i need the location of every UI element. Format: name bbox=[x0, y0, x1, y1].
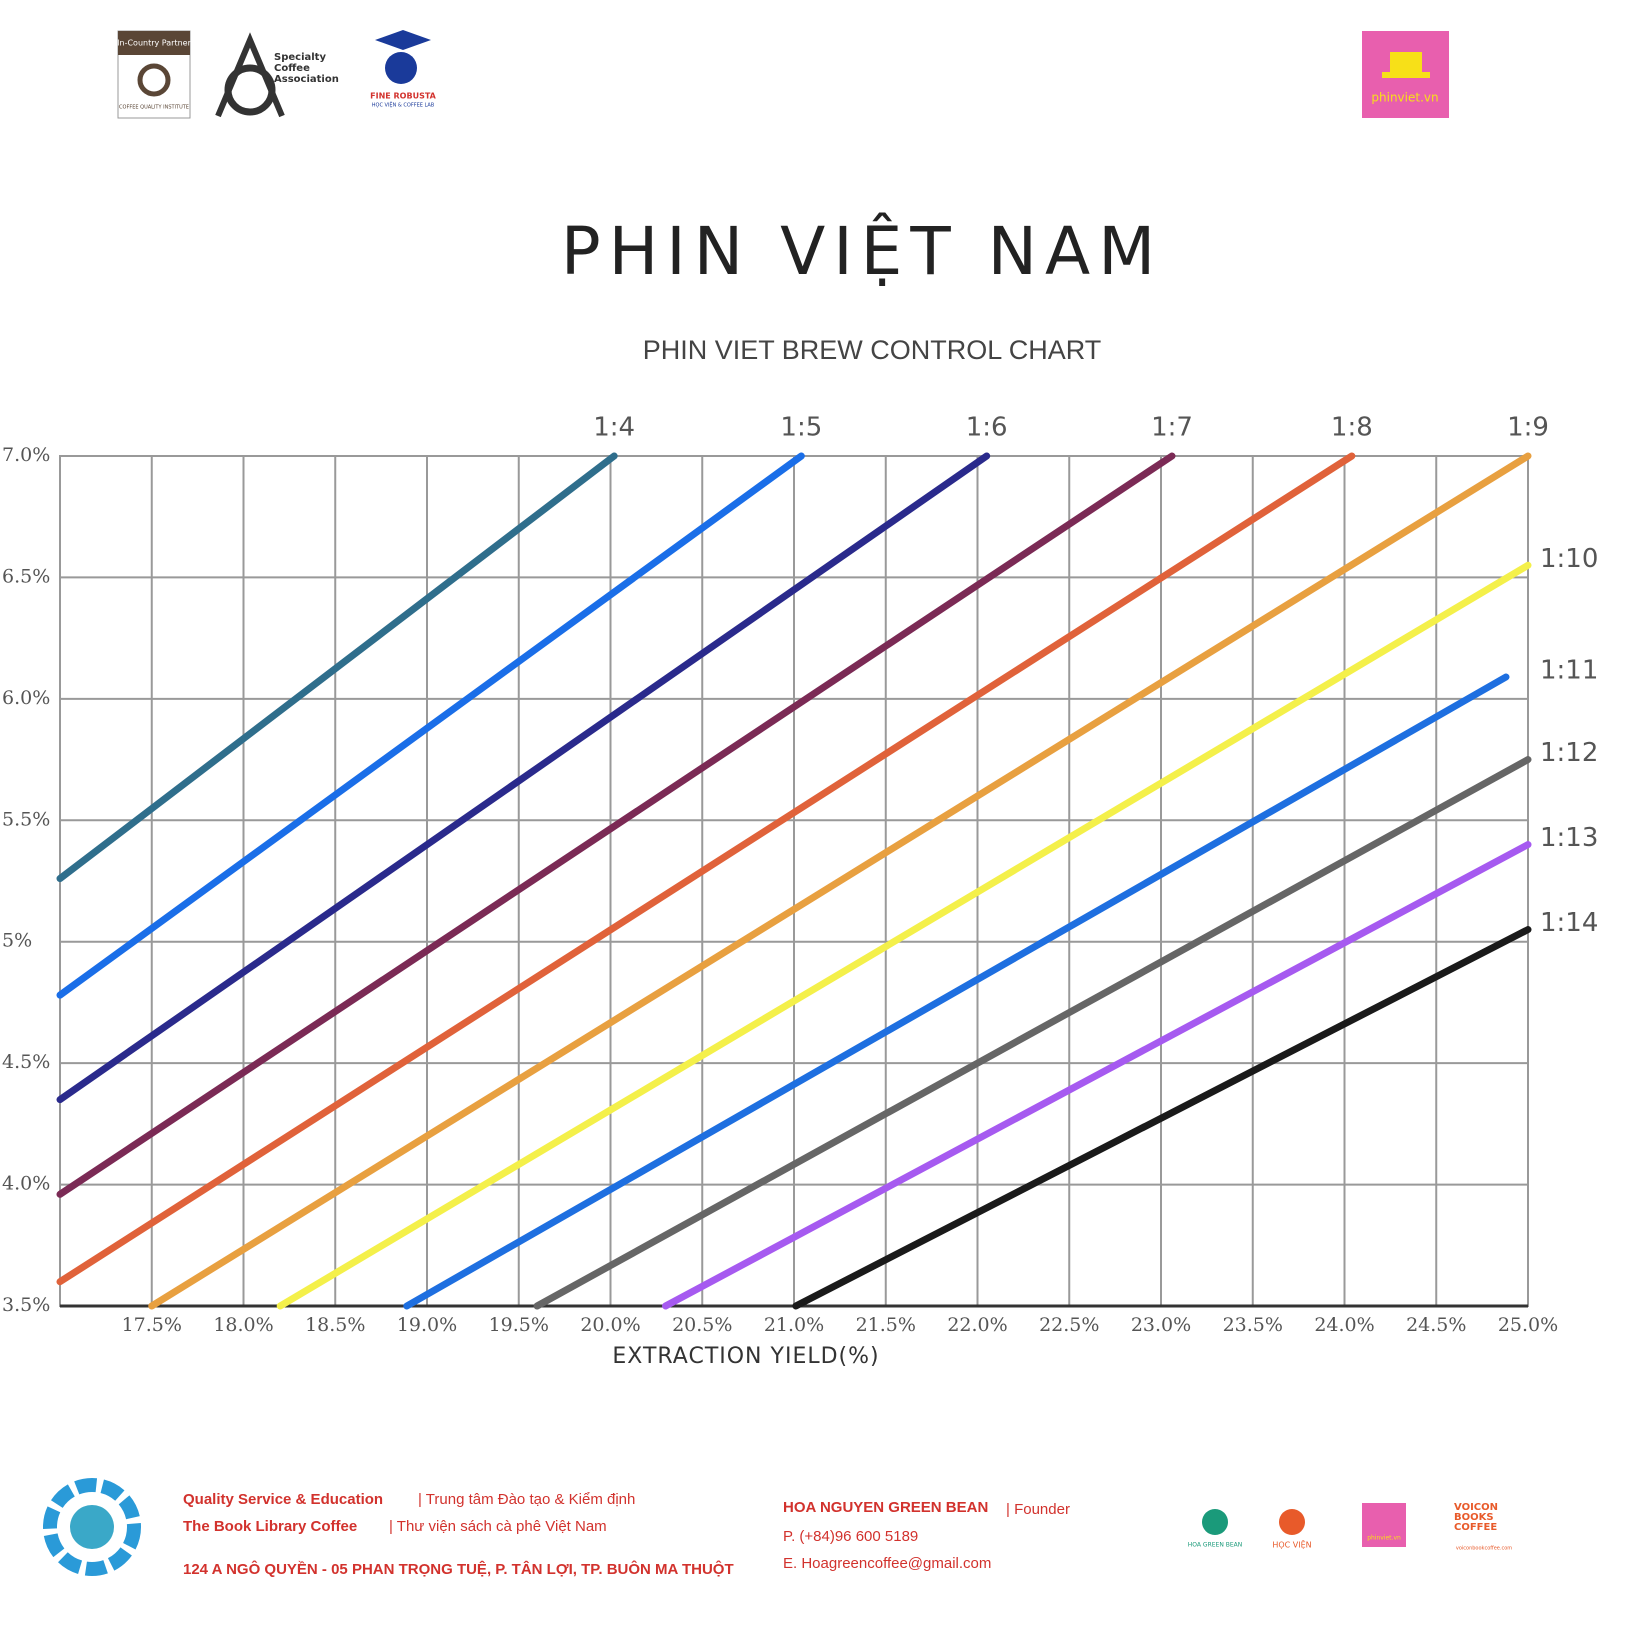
series-line bbox=[792, 926, 1532, 1310]
x-tick-label: 18.5% bbox=[305, 1314, 365, 1336]
y-tick-label: 6.5% bbox=[2, 565, 50, 587]
cqi-text: In-Country Partner bbox=[117, 39, 191, 48]
chart-title: PHIN VIỆT NAM bbox=[561, 212, 1163, 290]
sca-logo: Specialty Coffee Association bbox=[215, 32, 339, 118]
footer-text: | Thư viện sách cà phê Việt Nam bbox=[389, 1518, 607, 1535]
footer-text: The Book Library Coffee bbox=[183, 1518, 357, 1535]
cqi-logo: In-Country Partner COFFEE QUALITY INSTIT… bbox=[117, 30, 192, 119]
robusta-text: FINE ROBUSTA bbox=[370, 92, 437, 101]
footer-text: | Trung tâm Đào tạo & Kiểm định bbox=[418, 1491, 635, 1508]
series-label: 1:12 bbox=[1540, 738, 1598, 768]
x-tick-label: 21.5% bbox=[856, 1314, 916, 1336]
series-line bbox=[56, 452, 1176, 1198]
x-tick-label: 20.5% bbox=[672, 1314, 732, 1336]
series-line bbox=[276, 561, 1532, 1310]
x-tick-label: 18.0% bbox=[213, 1314, 273, 1336]
x-tick-label: 22.0% bbox=[947, 1314, 1007, 1336]
y-tick-label: 3.5% bbox=[2, 1294, 50, 1316]
cqi-text: COFFEE QUALITY INSTITUTE bbox=[119, 105, 189, 111]
x-tick-label: 23.0% bbox=[1131, 1314, 1191, 1336]
x-axis-label: EXTRACTION YIELD(%) bbox=[612, 1344, 879, 1369]
x-tick-label: 17.5% bbox=[122, 1314, 182, 1336]
series-line bbox=[56, 452, 618, 883]
y-tick-label: 5.5% bbox=[2, 808, 50, 830]
footer-text: HOA NGUYEN GREEN BEAN bbox=[783, 1499, 988, 1516]
series-label: 1:10 bbox=[1540, 544, 1598, 574]
footer-logo-text: HOA GREEN BEAN bbox=[1188, 1542, 1242, 1549]
x-tick-label: 19.5% bbox=[489, 1314, 549, 1336]
robusta-logo: FINE ROBUSTA HỌC VIỆN & COFFEE LAB bbox=[370, 30, 437, 109]
series-line bbox=[533, 756, 1532, 1310]
series-line bbox=[148, 452, 1532, 1310]
series-label: 1:13 bbox=[1540, 823, 1598, 853]
footer-logo-text: voiconbookcoffee.com bbox=[1456, 1546, 1512, 1552]
x-tick-label: 19.0% bbox=[397, 1314, 457, 1336]
series-line bbox=[662, 841, 1532, 1310]
series-line bbox=[56, 452, 1356, 1286]
y-tick-label: 5% bbox=[2, 930, 32, 952]
footer-text: 124 A NGÔ QUYỀN - 05 PHAN TRỌNG TUỆ, P. … bbox=[183, 1560, 734, 1578]
footer-text: E. Hoagreencoffee@gmail.com bbox=[783, 1555, 991, 1572]
series-label: 1:9 bbox=[1507, 413, 1549, 443]
x-tick-label: 22.5% bbox=[1039, 1314, 1099, 1336]
sca-text: Specialty Coffee Association bbox=[274, 52, 339, 85]
x-tick-label: 20.0% bbox=[580, 1314, 640, 1336]
phinviet-logo: phinviet.vn bbox=[1362, 31, 1449, 118]
series-label: 1:5 bbox=[780, 413, 822, 443]
x-tick-label: 25.0% bbox=[1498, 1314, 1558, 1336]
series-line bbox=[403, 673, 1510, 1310]
x-tick-label: 21.0% bbox=[764, 1314, 824, 1336]
footer-text: P. (+84)96 600 5189 bbox=[783, 1528, 918, 1545]
phinviet-text: phinviet.vn bbox=[1371, 91, 1438, 105]
y-tick-label: 4.0% bbox=[2, 1173, 50, 1195]
series-label: 1:6 bbox=[966, 413, 1008, 443]
series-line bbox=[56, 452, 991, 1104]
chart-subtitle: PHIN VIET BREW CONTROL CHART bbox=[643, 335, 1102, 365]
plot: 7.0% 6.5% 6.0% 5.5% 5% 4.5% 4.0% 3.5% 17.5% 18.0%… bbox=[2, 413, 1598, 1337]
series-label: 1:8 bbox=[1331, 413, 1373, 443]
series-label: 1:14 bbox=[1540, 908, 1598, 938]
robusta-text: HỌC VIỆN & COFFEE LAB bbox=[372, 101, 435, 109]
x-tick-label: 24.5% bbox=[1406, 1314, 1466, 1336]
footer-text: | Founder bbox=[1006, 1501, 1070, 1518]
footer-text: Quality Service & Education bbox=[183, 1491, 383, 1508]
series-label: 1:11 bbox=[1540, 656, 1598, 686]
footer-logo-text: HỌC VIỆN bbox=[1272, 1539, 1311, 1551]
footer-logo-text: phinviet.vn bbox=[1367, 1535, 1401, 1542]
footer: Quality Service & Education | Trung tâm … bbox=[43, 1478, 1512, 1578]
series-label: 1:7 bbox=[1151, 413, 1193, 443]
y-tick-label: 4.5% bbox=[2, 1051, 50, 1073]
x-tick-label: 24.0% bbox=[1314, 1314, 1374, 1336]
series-label: 1:4 bbox=[593, 413, 635, 443]
footer-logo-text: VOICON BOOKS COFFEE bbox=[1454, 1503, 1498, 1533]
y-tick-label: 7.0% bbox=[2, 444, 50, 466]
x-tick-label: 23.5% bbox=[1223, 1314, 1283, 1336]
y-tick-label: 6.0% bbox=[2, 687, 50, 709]
series-line bbox=[56, 452, 805, 999]
